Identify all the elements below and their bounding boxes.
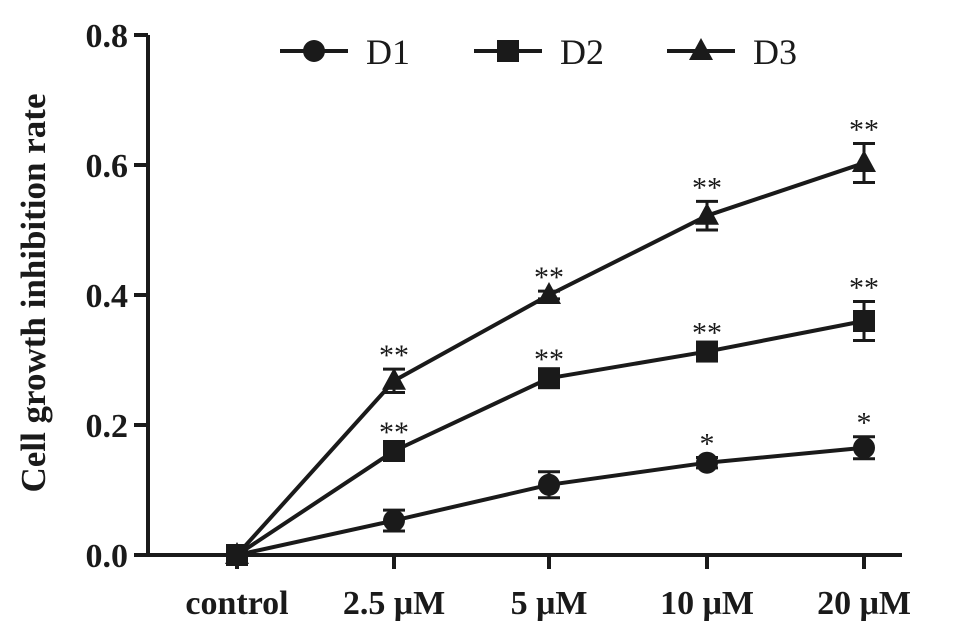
data-point-D1 — [538, 473, 560, 496]
x-tick-label: 5 μM — [511, 585, 588, 622]
legend-marker — [689, 38, 713, 60]
significance-label: ** — [849, 114, 879, 147]
data-point-D3 — [695, 202, 719, 225]
data-point-D2 — [383, 440, 405, 462]
significance-label: * — [857, 407, 872, 440]
y-tick-label: 0.6 — [86, 148, 129, 185]
y-tick-label: 0.8 — [86, 18, 129, 55]
data-point-D3 — [382, 367, 406, 390]
legend-item-D1: D1 — [280, 32, 410, 72]
legend-item-D2: D2 — [474, 32, 604, 72]
x-tick-label: 20 μM — [817, 585, 911, 622]
series-line-D1 — [236, 445, 865, 557]
series-D3: ******** — [225, 114, 879, 564]
data-point-D3 — [537, 282, 561, 304]
legend-marker — [303, 40, 325, 62]
series-D1: ** — [226, 407, 875, 566]
significance-label: ** — [692, 171, 722, 204]
legend-marker — [497, 40, 519, 62]
y-tick-label: 0.2 — [86, 408, 129, 445]
data-point-D1 — [383, 509, 405, 532]
x-tick-label: 10 μM — [660, 585, 754, 622]
y-tick-label: 0.4 — [86, 278, 129, 315]
significance-label: ** — [692, 316, 722, 349]
y-axis-label: Cell growth inhibition rate — [14, 94, 53, 493]
significance-label: ** — [849, 272, 879, 305]
x-tick-label: control — [185, 585, 288, 622]
data-point-D1 — [853, 436, 875, 459]
series-layer: ****************** — [225, 114, 879, 566]
significance-label: ** — [379, 416, 409, 449]
significance-label: * — [700, 428, 715, 461]
significance-label: ** — [379, 339, 409, 372]
data-point-D2 — [538, 367, 560, 390]
data-point-D3 — [852, 150, 876, 173]
legend-label: D2 — [560, 32, 604, 72]
axes: 0.0 0.2 0.4 0.6 0.8 control 2.5 μM 5 μM 10 μM 20 … — [86, 18, 911, 622]
data-point-D2 — [696, 340, 718, 363]
series-D2: ******** — [226, 272, 879, 566]
legend-label: D1 — [366, 32, 410, 72]
significance-label: ** — [534, 261, 564, 294]
data-point-D1 — [696, 451, 718, 474]
data-point-D2 — [853, 310, 875, 332]
x-tick-label: 2.5 μM — [343, 585, 445, 622]
legend-item-D3: D3 — [667, 32, 797, 72]
significance-label: ** — [534, 343, 564, 376]
y-tick-label: 0.0 — [86, 538, 129, 575]
legend-label: D3 — [753, 32, 797, 72]
data-point-D3 — [225, 542, 249, 564]
y-axis-label-group: Cell growth inhibition rate — [14, 94, 53, 493]
legend: D1 D2 D3 — [280, 32, 797, 72]
